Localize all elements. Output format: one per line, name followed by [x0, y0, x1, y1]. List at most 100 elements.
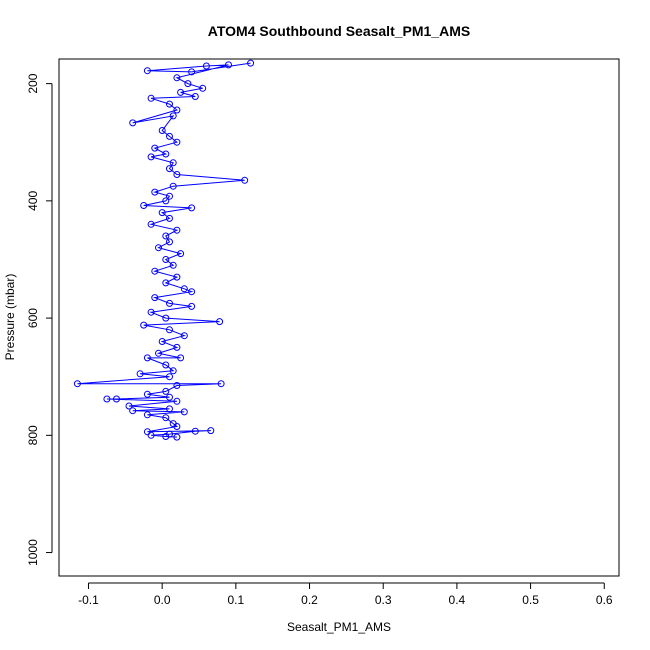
data-point [169, 367, 177, 375]
data-point [151, 267, 159, 275]
data-point [169, 261, 177, 269]
y-axis-label: Pressure (mbar) [3, 274, 17, 361]
data-point [155, 349, 162, 357]
data-point [162, 232, 170, 240]
data-point [173, 423, 181, 430]
data-point [169, 112, 177, 120]
data-point [143, 67, 151, 75]
series-line [77, 62, 251, 438]
data-point [151, 294, 159, 302]
data-point [140, 202, 148, 209]
data-point [162, 387, 170, 395]
data-point [147, 431, 155, 439]
data-point [147, 308, 155, 316]
data-point [143, 411, 151, 419]
data-point [173, 397, 181, 405]
data-point [155, 244, 162, 252]
data-point [140, 321, 148, 329]
data-point [166, 165, 173, 173]
data-point [158, 338, 166, 345]
data-point [166, 100, 173, 108]
data-point [177, 354, 185, 362]
data-point [173, 382, 181, 389]
data-point [166, 393, 173, 401]
data-point [166, 214, 173, 222]
data-point [125, 402, 133, 410]
data-point [217, 380, 225, 388]
data-point [247, 59, 255, 67]
data-point [188, 204, 196, 212]
y-tick-label: 400 [26, 191, 40, 211]
data-point [199, 84, 207, 92]
data-point [166, 192, 173, 200]
data-point [166, 238, 173, 246]
x-tick-label: 0.6 [596, 593, 613, 607]
data-point [166, 373, 173, 381]
x-tick-label: -0.1 [78, 593, 99, 607]
data-point [113, 395, 120, 403]
data-point [184, 80, 192, 88]
data-point [169, 182, 177, 190]
chart-title: ATOM4 Southbound Seasalt_PM1_AMS [208, 23, 470, 39]
x-tick-label: 0.3 [375, 593, 392, 607]
data-point [147, 153, 155, 161]
data-point [162, 150, 170, 158]
data-point [166, 326, 173, 334]
x-tick-label: 0.2 [301, 593, 318, 607]
data-point [188, 68, 196, 76]
data-point [151, 188, 159, 196]
data-point [173, 343, 181, 351]
data-point [169, 159, 177, 167]
y-tick-label: 200 [26, 73, 40, 93]
data-point [143, 390, 151, 398]
data-point [207, 427, 215, 435]
data-point [166, 132, 173, 140]
data-point [202, 62, 210, 70]
x-axis-label: Seasalt_PM1_AMS [287, 620, 391, 634]
data-point [162, 314, 170, 322]
y-tick-label: 800 [26, 425, 40, 445]
data-point [73, 380, 81, 388]
data-point [143, 354, 151, 362]
data-point [162, 361, 170, 369]
data-point [180, 285, 188, 293]
data-point [173, 106, 181, 114]
data-point [166, 405, 173, 413]
data-point [191, 427, 199, 435]
x-tick-label: 0.4 [449, 593, 466, 607]
data-point [173, 138, 181, 146]
data-point [188, 288, 196, 296]
axes-layer: -0.1 0.0 0.1 0.2 0.3 0.4 0.5 0.6 200 400 600 800 100… [26, 73, 613, 607]
x-tick-label: 0.5 [522, 593, 539, 607]
data-point [177, 250, 185, 258]
data-point [143, 428, 151, 436]
data-point [166, 430, 173, 438]
data-point [216, 318, 224, 326]
data-point [158, 127, 166, 134]
data-point [162, 414, 170, 422]
data-point [173, 273, 181, 281]
data-point [241, 176, 249, 184]
data-point [162, 256, 170, 263]
data-point [147, 220, 155, 228]
plot-frame [58, 58, 620, 577]
y-tick-label: 600 [26, 308, 40, 328]
data-point [177, 88, 185, 96]
data-point [191, 93, 199, 100]
data-point [129, 119, 137, 127]
data-point [136, 370, 144, 378]
data-point [158, 209, 166, 217]
data-point [103, 395, 111, 403]
x-tick-label: 0.0 [154, 593, 171, 607]
data-point [173, 226, 181, 234]
plot-area [73, 59, 255, 441]
y-tick-label: 1000 [26, 539, 40, 566]
data-point [166, 299, 173, 307]
data-point [151, 144, 159, 152]
data-point [162, 197, 170, 205]
data-point [147, 94, 155, 102]
data-point [129, 407, 137, 415]
